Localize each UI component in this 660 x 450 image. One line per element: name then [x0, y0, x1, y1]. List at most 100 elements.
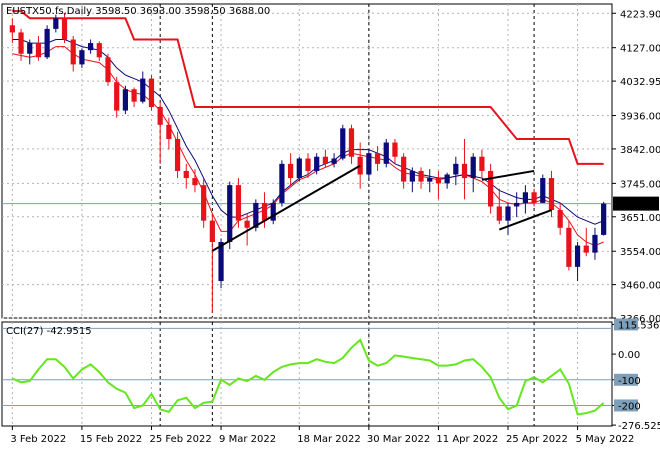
candle-body — [401, 156, 407, 182]
candle-body — [44, 28, 50, 58]
x-tick-label: 18 Mar 2022 — [297, 434, 360, 445]
price-tick-label: 3936.00 — [620, 112, 660, 123]
candle-body — [166, 124, 172, 139]
cci-line — [11, 338, 605, 416]
candle-body — [235, 185, 242, 221]
candle-body — [9, 25, 15, 33]
candle-body — [548, 178, 555, 211]
resistance-line — [12, 10, 604, 165]
candle-body — [140, 78, 146, 102]
x-tick-label: 25 Apr 2022 — [506, 434, 568, 445]
trend-line — [481, 169, 535, 181]
candle-body — [435, 178, 442, 184]
x-tick-label: 5 May 2022 — [576, 434, 635, 445]
candle-body — [79, 50, 85, 65]
candle-body — [366, 153, 372, 175]
candle-body — [148, 78, 155, 108]
candle-body — [192, 178, 198, 186]
trend-line — [211, 164, 361, 252]
candle-body — [227, 185, 233, 242]
cci-tick-label: -100 — [618, 376, 641, 387]
candle-body — [566, 227, 572, 267]
candle-body — [35, 43, 42, 58]
price-tick-label: 4127.00 — [620, 44, 660, 55]
price-tick-label: 4223.90 — [620, 9, 660, 20]
candle-body — [340, 128, 346, 159]
candle-body — [96, 43, 102, 58]
candle-body — [288, 163, 294, 179]
x-axis: 3 Feb 2022 15 Feb 2022 25 Feb 2022 9 Mar 20… — [10, 426, 634, 445]
price-tick-label: 3842.00 — [620, 145, 660, 156]
candle-body — [427, 178, 433, 182]
price-tick-label: 3366.00 — [620, 314, 660, 325]
candle-body — [261, 202, 268, 221]
candle-body — [461, 163, 468, 179]
price-tick-label: 3554.00 — [620, 247, 660, 258]
candle-body — [122, 89, 128, 111]
candle-body — [105, 57, 111, 83]
candle-body — [383, 142, 389, 164]
candle-body — [418, 170, 424, 182]
cci-tick-highlight — [614, 373, 638, 386]
candle-body — [331, 158, 337, 164]
candle-body — [374, 153, 381, 164]
price-tick-label: 3460.00 — [620, 281, 660, 292]
candle-body — [201, 185, 207, 221]
candle-body — [540, 178, 546, 203]
candle-body — [253, 202, 259, 228]
candle-body — [592, 234, 598, 253]
x-tick-label: 9 Mar 2022 — [219, 434, 276, 445]
candle-body — [470, 156, 476, 179]
x-tick-label: 15 Feb 2022 — [80, 434, 142, 445]
cci-header: CCI(27) -42.9515 — [6, 326, 92, 337]
candle-body — [522, 192, 528, 203]
price-tick-label: 4032.95 — [620, 77, 660, 88]
candle-body — [270, 202, 276, 221]
candle-body — [496, 206, 502, 221]
price-panel: 4223.90 4127.00 4032.95 3936.00 3842.00 3745.… — [1, 3, 660, 325]
candle-body — [53, 18, 59, 29]
x-tick-label: 30 Mar 2022 — [367, 434, 430, 445]
cci-tick-highlight — [614, 399, 638, 412]
price-tick-label: 3745.00 — [620, 179, 660, 190]
cci-tick-label: -200 — [618, 401, 641, 412]
candle-body — [444, 174, 450, 184]
candle-body — [61, 18, 68, 40]
candle-body — [279, 163, 285, 203]
candle-body — [70, 39, 76, 65]
current-price-box — [613, 196, 659, 211]
candle-body — [174, 138, 181, 171]
candle-body — [18, 32, 24, 54]
price-tick-label: 3651.00 — [620, 213, 660, 224]
candle-body — [322, 156, 328, 164]
candle-body — [583, 245, 589, 253]
candle-body — [114, 82, 120, 111]
candle-body — [348, 128, 355, 157]
candle-body — [601, 203, 607, 235]
current-price-label: 3688.00 — [618, 200, 659, 211]
candle-body — [531, 192, 537, 203]
candle-body — [574, 245, 581, 267]
price-header: EUSTX50.fs,Daily 3598.50 3693.00 3598.50… — [6, 6, 270, 17]
candle-body — [505, 206, 511, 221]
x-tick-label: 25 Feb 2022 — [149, 434, 211, 445]
candle-body — [314, 156, 320, 171]
candle-body — [453, 163, 459, 175]
cci-tick-label: 115.536 — [618, 320, 659, 331]
cci-frame — [1, 321, 613, 427]
candle-body — [305, 158, 311, 171]
candle-body — [27, 43, 33, 54]
candle-body — [479, 156, 485, 171]
cci-tick-label: 0.00 — [618, 350, 640, 361]
x-tick-label: 11 Apr 2022 — [436, 434, 498, 445]
candle-body — [392, 142, 398, 157]
x-tick-label: 3 Feb 2022 — [10, 434, 66, 445]
trend-line — [498, 209, 552, 231]
candle-body — [88, 43, 94, 51]
candle-body — [244, 220, 250, 228]
candle-body — [183, 170, 189, 179]
candle-body — [218, 241, 224, 282]
